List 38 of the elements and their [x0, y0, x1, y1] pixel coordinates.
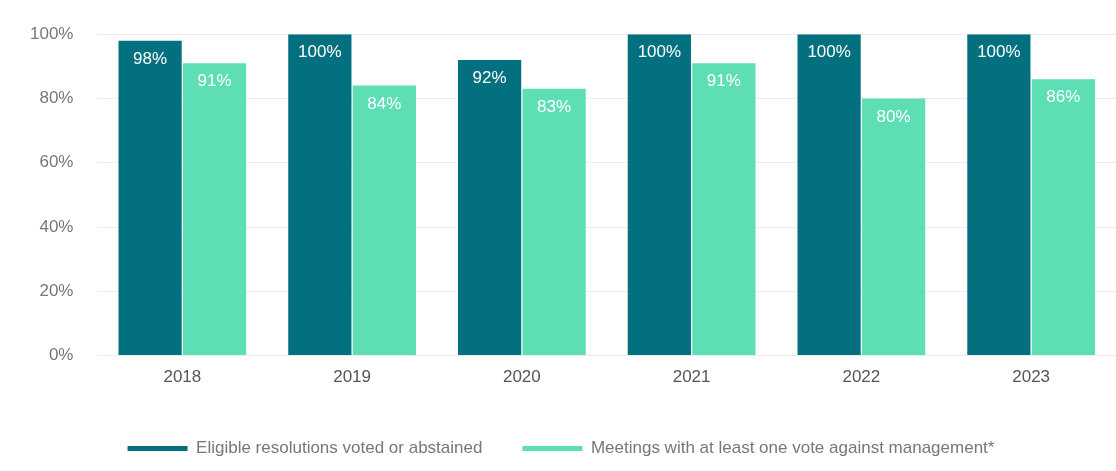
bar [627, 34, 691, 356]
x-tick-label: 2019 [333, 367, 372, 387]
y-tick-label: 60% [39, 152, 74, 172]
x-tick-label: 2022 [842, 367, 881, 387]
data-label: 100% [807, 42, 851, 62]
bar [352, 85, 416, 356]
bar [967, 34, 1031, 356]
y-tick-label: 20% [39, 281, 74, 301]
data-label: 91% [197, 71, 232, 91]
bar [1031, 79, 1095, 356]
x-tick-label: 2020 [502, 367, 541, 387]
data-label: 100% [298, 42, 342, 62]
bar [797, 34, 861, 356]
legend-label: Meetings with at least one vote against management* [590, 438, 995, 458]
data-label: 100% [637, 42, 682, 62]
y-tick-label: 40% [39, 216, 74, 236]
y-tick-label: 100% [30, 23, 74, 43]
data-label: 92% [472, 68, 507, 88]
y-tick-label: 0% [48, 345, 74, 365]
data-label: 91% [706, 71, 741, 91]
bar [118, 40, 182, 356]
bar [862, 98, 926, 356]
x-tick-label: 2018 [163, 367, 202, 387]
x-tick-label: 2021 [672, 367, 711, 387]
bar [183, 63, 247, 356]
bar [288, 34, 352, 356]
data-label: 86% [1046, 87, 1081, 107]
data-label: 84% [367, 93, 402, 113]
y-tick-label: 80% [39, 88, 74, 108]
legend-label: Eligible resolutions voted or abstained [196, 438, 483, 458]
data-label: 80% [876, 106, 911, 126]
x-tick-label: 2023 [1012, 367, 1051, 387]
bar [458, 59, 522, 356]
data-label: 100% [977, 42, 1021, 62]
data-label: 83% [537, 97, 572, 117]
data-label: 98% [133, 48, 168, 68]
bar [692, 63, 756, 356]
bar [522, 88, 586, 356]
